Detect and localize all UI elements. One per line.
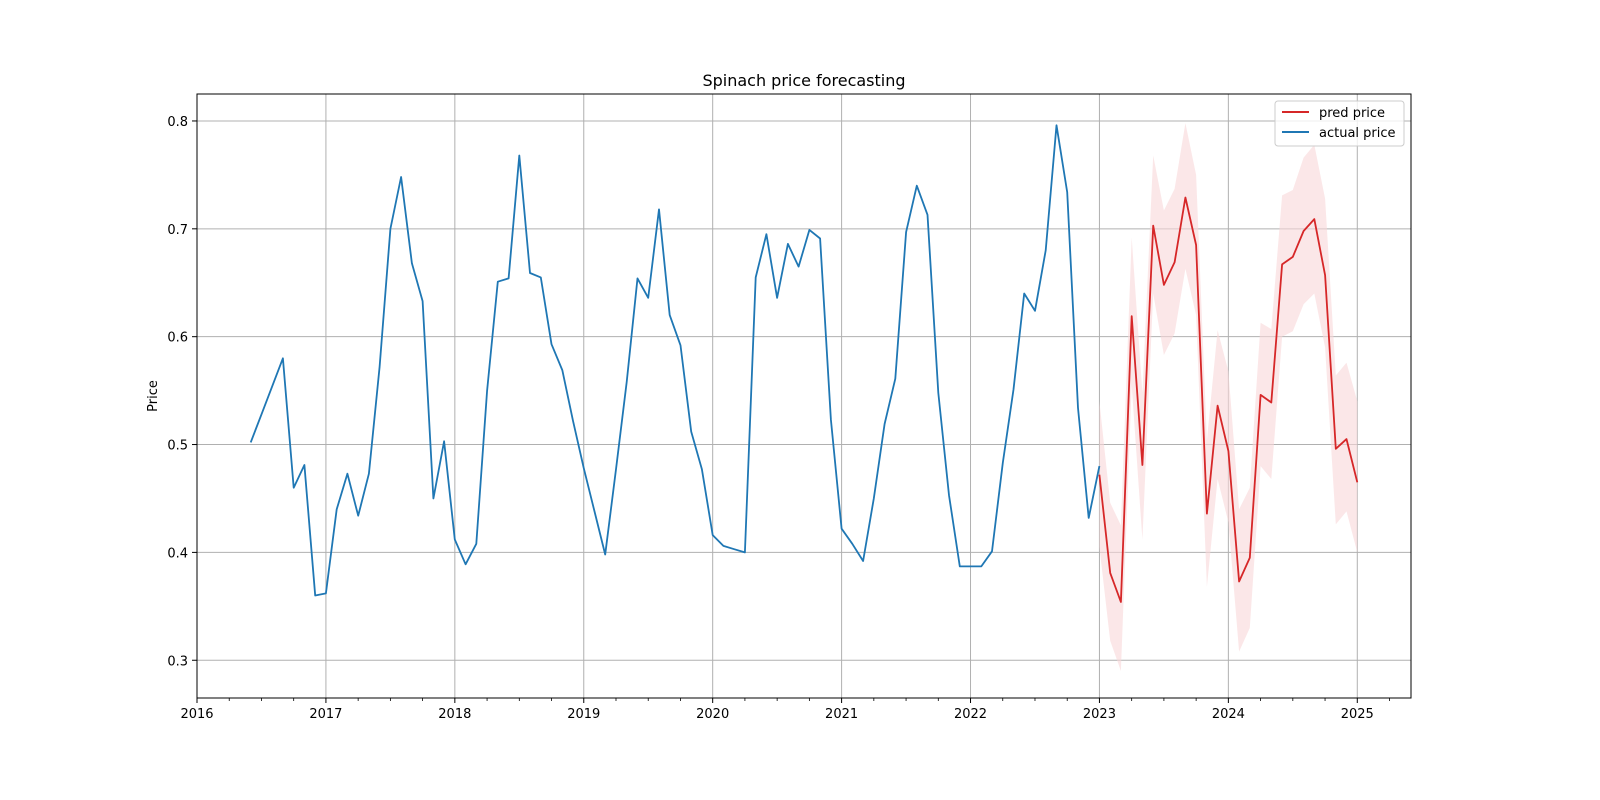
x-tick-label: 2023 <box>1083 707 1116 722</box>
x-tick-label: 2019 <box>567 707 600 722</box>
confidence-band-layer <box>1099 123 1358 672</box>
plot-area-frame <box>196 93 1412 699</box>
legend-pred-label: pred price <box>1319 106 1385 121</box>
x-tick-label: 2017 <box>309 707 342 722</box>
actual-price-line <box>249 124 1101 597</box>
x-tick-label: 2018 <box>438 707 471 722</box>
y-tick-label: 0.8 <box>167 115 188 130</box>
x-tick-label: 2020 <box>696 707 729 722</box>
y-tick-label: 0.3 <box>167 654 188 669</box>
y-tick-label: 0.5 <box>167 439 188 454</box>
x-tick-label: 2016 <box>180 707 213 722</box>
pred-confidence-band <box>1099 123 1358 672</box>
y-tick-label: 0.7 <box>167 223 188 238</box>
x-tick-label: 2024 <box>1212 707 1245 722</box>
x-tick-label: 2022 <box>954 707 987 722</box>
chart-title: Spinach price forecasting <box>702 71 905 90</box>
y-axis-label: Price <box>146 380 161 412</box>
legend: pred price actual price <box>1274 100 1405 147</box>
y-tick-label: 0.4 <box>167 546 188 561</box>
y-tick-label: 0.6 <box>167 331 188 346</box>
x-tick-label: 2025 <box>1341 707 1374 722</box>
pred-price-line <box>1098 196 1359 603</box>
x-tick-label: 2021 <box>825 707 858 722</box>
series-layer <box>249 124 1359 603</box>
ticks-layer: 2016 2017 2018 2019 2020 2021 2022 2023 2024 2025… <box>167 115 1390 722</box>
legend-actual-label: actual price <box>1319 126 1396 141</box>
